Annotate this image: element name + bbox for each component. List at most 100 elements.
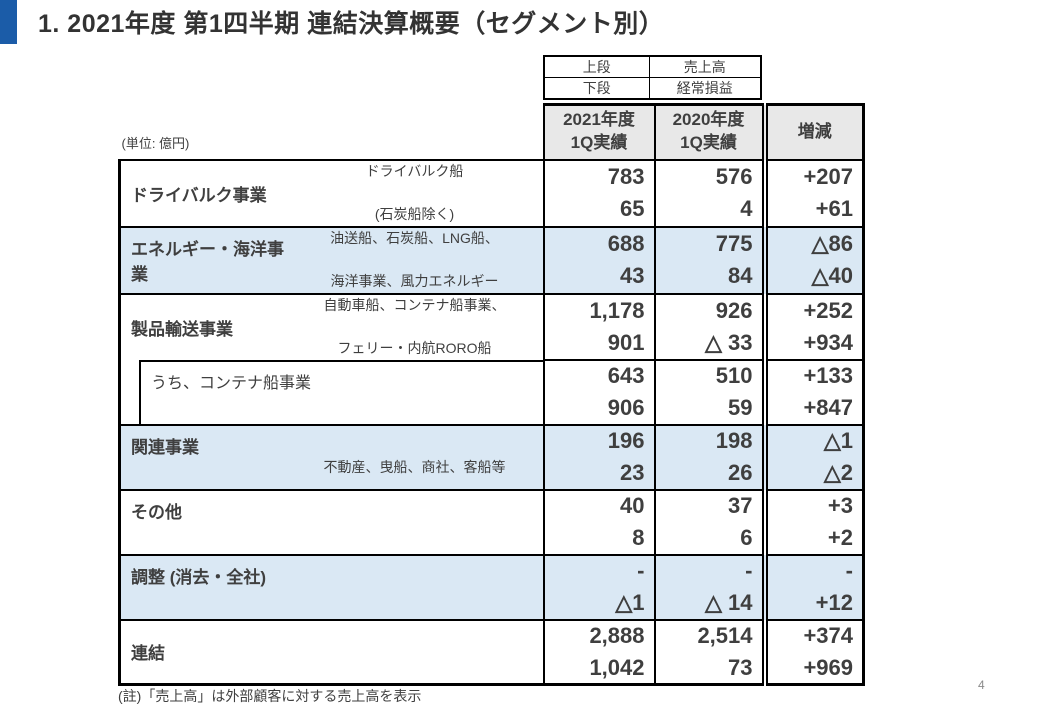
col-header-change: 増減 [761,103,865,161]
segment-description-line: 自動車船、コンテナ船事業、 [323,296,506,313]
segment-row: 調整 (消去・全社) - △1 - △ 14 - +12 [118,553,865,621]
value-cell: +374 +969 [761,618,865,687]
segment-label-cell: ドライバルク事業 ドライバルク船 (石炭船除く) [118,158,545,228]
segment-description: 油送船、石炭船、LNG船、 海洋事業、風力エネルギー [291,228,543,293]
value-cell: 643 906 [542,358,656,426]
value-cell: △86 △40 [761,225,865,295]
revenue-value: 576 [715,163,753,189]
ordinary-income-value: 84 [728,263,753,289]
segment-name: ドライバルク事業 [131,185,267,205]
ordinary-income-value: +61 [815,196,853,222]
segment-results-table: (単位: 億円) 2021年度 1Q実績 2020年度 1Q実績 増減 ドライバ… [118,103,865,687]
segment-name: 製品輸送事業 [131,319,233,339]
header-row: (単位: 億円) 2021年度 1Q実績 2020年度 1Q実績 増減 [120,103,865,161]
value-cell: - △1 [542,553,656,621]
legend-key: 下段 [543,77,650,100]
title-accent-bar [0,0,17,44]
ordinary-income-value: 73 [728,654,753,680]
segment-row: 関連事業 不動産、曳船、商社、客船等 196 23 198 26 △1 △2 [118,423,865,491]
segment-name: 関連事業 [131,437,199,457]
page-title: 1. 2021年度 第1四半期 連結決算概要（セグメント別） [38,10,665,38]
segment-label-cell: 調整 (消去・全社) [118,553,545,621]
ordinary-income-value: △2 [823,459,853,485]
value-cell: 40 8 [542,488,656,556]
revenue-value: 1,178 [589,297,645,323]
ordinary-income-value: 1,042 [589,654,645,680]
legend-row: 上段 売上高 [543,55,762,78]
value-cell: 37 6 [653,488,766,556]
revenue-value: 198 [715,428,753,454]
revenue-value: +207 [803,163,853,189]
value-cell: 2,514 73 [653,618,766,687]
value-cell: △1 △2 [761,423,865,491]
value-cell: 510 59 [653,358,766,426]
segment-label-layout: ドライバルク事業 ドライバルク船 (石炭船除く) [121,161,543,226]
ordinary-income-value: +969 [803,654,853,680]
segment-label-cell: その他 [118,488,545,556]
segment-label-cell: うち、コンテナ船事業 [118,359,545,426]
revenue-value: 926 [715,297,753,323]
revenue-value: 775 [715,230,753,256]
segment-row: エネルギー・海洋事業 油送船、石炭船、LNG船、 海洋事業、風力エネルギー 688 43… [118,225,865,295]
unit-label-cell: (単位: 億円) [120,105,544,160]
ordinary-income-value: 4 [740,196,753,222]
ordinary-income-value: 23 [620,459,645,485]
value-cell: +252 +934 [761,292,865,361]
segment-row: うち、コンテナ船事業 643 906 510 59 +133 +847 [118,358,865,426]
revenue-value: 510 [715,363,753,389]
revenue-value: - [845,558,853,584]
segment-label-layout: 製品輸送事業 自動車船、コンテナ船事業、 フェリー・内航RORO船 [121,295,543,360]
segment-label-cell: エネルギー・海洋事業 油送船、石炭船、LNG船、 海洋事業、風力エネルギー [118,225,545,295]
segment-description-line: 油送船、石炭船、LNG船、 [330,229,499,246]
legend-row: 下段 経常損益 [543,77,762,100]
segment-description-line: (石炭船除く) [374,205,455,222]
legend-value: 経常損益 [648,77,762,100]
ordinary-income-value: 8 [632,524,645,550]
revenue-value: △86 [811,230,853,256]
segment-label-cell: 関連事業不動産、曳船、商社、客船等 [118,423,545,491]
ordinary-income-value: 43 [620,263,645,289]
ordinary-income-value: △ 14 [704,589,753,615]
segment-row: ドライバルク事業 ドライバルク船 (石炭船除く) 783 65 576 4 +207 +61 [118,158,865,228]
ordinary-income-value: +2 [827,524,853,550]
segment-name: 調整 (消去・全社) [131,567,267,587]
segment-row: 製品輸送事業 自動車船、コンテナ船事業、 フェリー・内航RORO船 1,178 901 9… [118,292,865,361]
segment-label-layout: 関連事業不動産、曳船、商社、客船等 [121,426,543,489]
value-cell: 1,178 901 [542,292,656,361]
ordinary-income-value: +847 [803,394,853,420]
value-cell: +207 +61 [761,158,865,228]
value-cell: 576 4 [653,158,766,228]
unit-label: (単位: 億円) [121,135,190,151]
value-cell: 2,888 1,042 [542,618,656,687]
revenue-value: 40 [620,493,645,519]
col-header-2020: 2020年度 1Q実績 [653,103,766,161]
segment-label-layout: 調整 (消去・全社) [121,556,543,619]
value-cell: +3 +2 [761,488,865,556]
value-cell: 783 65 [542,158,656,228]
segment-description-line: 不動産、曳船、商社、客船等 [323,459,506,475]
nested-segment-box: うち、コンテナ船事業 [139,359,543,424]
legend-key: 上段 [543,55,650,78]
segment-name: その他 [131,502,182,522]
segment-description-line: フェリー・内航RORO船 [337,340,492,356]
ordinary-income-value: 65 [620,196,645,222]
legend-table: 上段 売上高 下段 経常損益 [543,55,762,100]
segment-description-line: 海洋事業、風力エネルギー [330,272,499,289]
segment-label-layout: その他 [121,491,543,554]
ordinary-income-value: 901 [607,329,645,355]
value-cell: - △ 14 [653,553,766,621]
value-cell: 198 26 [653,423,766,491]
revenue-value: +252 [803,297,853,323]
segment-description: 不動産、曳船、商社、客船等 [291,426,543,489]
value-cell: 775 84 [653,225,766,295]
ordinary-income-value: △1 [615,589,645,615]
revenue-value: 37 [728,493,753,519]
revenue-value: +3 [827,493,853,519]
segment-label-layout: エネルギー・海洋事業 油送船、石炭船、LNG船、 海洋事業、風力エネルギー [121,228,543,293]
segment-row: その他 40 8 37 6 +3 +2 [118,488,865,556]
ordinary-income-value: +12 [815,589,853,615]
segment-description-line: ドライバルク船 [365,162,464,179]
ordinary-income-value: 6 [740,524,753,550]
segment-description: ドライバルク船 (石炭船除く) [291,161,543,226]
col-header-2021: 2021年度 1Q実績 [542,103,656,161]
